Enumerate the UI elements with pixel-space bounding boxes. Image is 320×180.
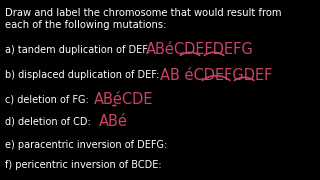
Text: ABéCDEFDEFG: ABéCDEFDEFG: [146, 42, 254, 57]
Text: e) paracentric inversion of DEFG:: e) paracentric inversion of DEFG:: [5, 140, 167, 150]
Text: ABéCDE: ABéCDE: [94, 93, 154, 107]
Text: each of the following mutations:: each of the following mutations:: [5, 20, 166, 30]
Text: b) displaced duplication of DEF:: b) displaced duplication of DEF:: [5, 70, 163, 80]
Text: Draw and label the chromosome that would result from: Draw and label the chromosome that would…: [5, 8, 282, 18]
Text: ABé: ABé: [99, 114, 128, 129]
Text: AB éCDEFGDEF: AB éCDEFGDEF: [160, 68, 272, 82]
Text: d) deletion of CD:: d) deletion of CD:: [5, 117, 97, 127]
Text: f) pericentric inversion of BCDE:: f) pericentric inversion of BCDE:: [5, 160, 162, 170]
Text: a) tandem duplication of DEF:: a) tandem duplication of DEF:: [5, 45, 154, 55]
Text: c) deletion of FG:: c) deletion of FG:: [5, 95, 92, 105]
